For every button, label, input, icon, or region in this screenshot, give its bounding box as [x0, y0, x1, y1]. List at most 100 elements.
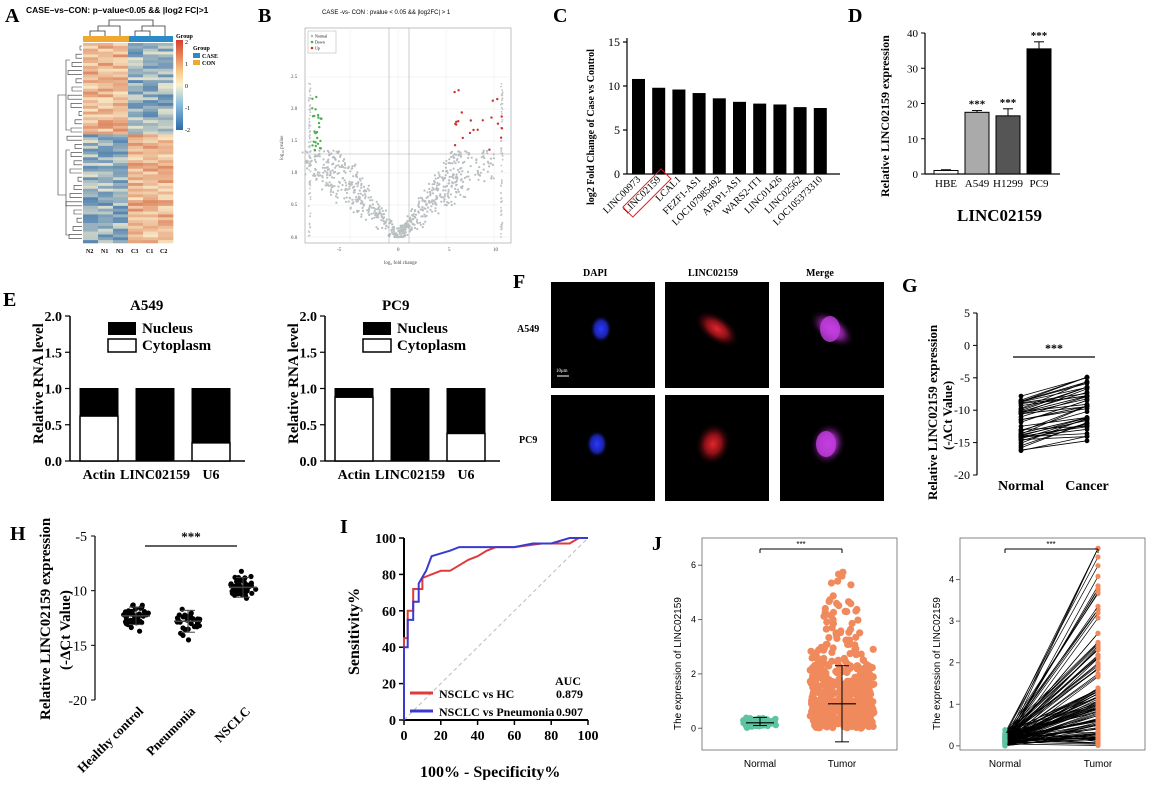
volcano-point [341, 184, 343, 186]
volcano-point [411, 218, 413, 220]
heatmap-cell [83, 209, 98, 212]
heatmap-cell [83, 189, 98, 192]
volcano-point [357, 185, 359, 187]
volcano-point [483, 163, 485, 165]
scale-tick: -2 [185, 128, 190, 134]
heatmap-cell [83, 203, 98, 206]
volcano-point [375, 226, 377, 228]
heatmap-cell [143, 217, 158, 220]
row-label-a549: A549 [517, 324, 539, 335]
group-bar-case [129, 36, 173, 42]
heatmap-cell [113, 77, 128, 80]
heatmap-cell [158, 192, 173, 195]
x-tick-label: A549 [965, 178, 990, 190]
volcano-point [443, 186, 445, 188]
point-normal [1019, 433, 1024, 438]
bar-cytoplasm [192, 443, 230, 461]
volcano-point [361, 201, 363, 203]
heatmap-cell [83, 92, 98, 95]
heatmap-cell [98, 137, 113, 140]
point-tumor [854, 720, 861, 727]
volcano-point [326, 184, 328, 186]
heatmap-cell [98, 212, 113, 215]
heatmap-cell [83, 46, 98, 49]
y-axis-label: log2 Fold Change of Case vs Control [586, 49, 597, 205]
heatmap-cell [128, 143, 143, 146]
volcano-point [309, 235, 311, 237]
volcano-point [367, 212, 369, 214]
x-tick-label: Tumor [1084, 759, 1113, 770]
heatmap-cell [158, 114, 173, 117]
volcano-point [382, 218, 384, 220]
legend-label-nucleus: Nucleus [397, 321, 448, 337]
point-tumor [822, 694, 829, 701]
point-tumor [1095, 604, 1100, 609]
volcano-point-down [314, 132, 316, 134]
point-normal [740, 720, 746, 726]
legend-label-case: CASE [202, 54, 218, 60]
volcano-point [428, 183, 430, 185]
volcano-point [500, 236, 502, 238]
paired-line [1021, 377, 1087, 400]
volcano-point [351, 165, 353, 167]
volcano-point-down [317, 116, 319, 118]
point-tumor [833, 600, 840, 607]
volcano-point [326, 174, 328, 176]
heatmap-cell [98, 232, 113, 235]
volcano-point [466, 176, 468, 178]
volcano-point [308, 127, 310, 129]
volcano-point [359, 190, 361, 192]
volcano-point [314, 159, 316, 161]
heatmap-cell [83, 226, 98, 229]
y-tick-label: 60 [382, 605, 396, 620]
heatmap-cell [83, 232, 98, 235]
heatmap-cell [128, 117, 143, 120]
heatmap-cell [83, 112, 98, 115]
point-cancer [1085, 404, 1090, 409]
volcano-point [357, 181, 359, 183]
dendrogram-branch [77, 218, 82, 222]
heatmap-cell [83, 157, 98, 160]
volcano-point [310, 198, 312, 200]
volcano-point [461, 170, 463, 172]
panel-i-roc: Sensitivity% 100% - Specificity% 0020204… [346, 532, 599, 780]
volcano-point [310, 196, 312, 198]
volcano-point [502, 95, 504, 97]
volcano-point [352, 187, 354, 189]
heatmap-cell [113, 169, 128, 172]
panel-letter-f: F [513, 271, 525, 293]
volcano-point [308, 141, 310, 143]
volcano-point [406, 215, 408, 217]
heatmap-cell [98, 174, 113, 177]
volcano-point [391, 223, 393, 225]
volcano-point [309, 157, 311, 159]
volcano-point [322, 176, 324, 178]
y-tick-label: 2 [691, 669, 696, 679]
heatmap-cell [128, 217, 143, 220]
volcano-point [308, 160, 310, 162]
volcano-point [483, 180, 485, 182]
heatmap-cell [158, 46, 173, 49]
heatmap-cell [113, 80, 128, 83]
heatmap-cell [128, 194, 143, 197]
bar [693, 93, 706, 174]
x-tick: 5 [448, 248, 451, 253]
y-tick: 0.5 [291, 203, 298, 208]
heatmap-cell [98, 234, 113, 237]
point-tumor [1095, 554, 1100, 559]
volcano-point [502, 103, 504, 105]
volcano-point [491, 175, 493, 177]
volcano-point [341, 164, 343, 166]
x-tick-label: H1299 [993, 178, 1023, 190]
point-tumor [833, 681, 840, 688]
bar-nucleus [335, 389, 373, 398]
volcano-point [470, 165, 472, 167]
volcano-point [437, 188, 439, 190]
volcano-point [376, 214, 378, 216]
point-tumor [854, 617, 861, 624]
y-tick-label: 0 [389, 714, 396, 729]
volcano-point [346, 192, 348, 194]
heatmap-cell [83, 129, 98, 132]
volcano-point [368, 210, 370, 212]
